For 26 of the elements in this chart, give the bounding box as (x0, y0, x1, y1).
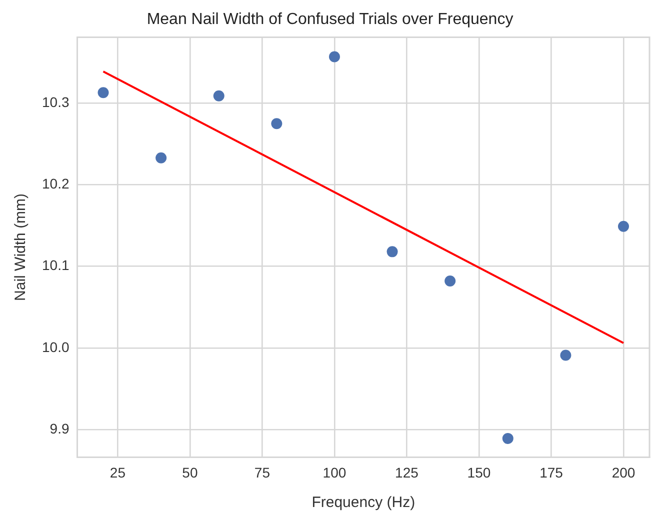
x-axis-title: Frequency (Hz) (312, 494, 416, 512)
point (328, 51, 340, 62)
point (502, 432, 514, 444)
x-tick-label: 100 (322, 464, 346, 480)
point (560, 350, 572, 361)
point (618, 220, 629, 232)
point (98, 87, 109, 98)
point (271, 118, 282, 130)
y-tick-label: 10.0 (42, 338, 70, 355)
point (444, 276, 456, 287)
y-tick-label: 10.3 (42, 94, 70, 110)
x-tick-label: 175 (540, 464, 564, 480)
x-tick-label: 200 (612, 464, 636, 480)
x-tick-label: 150 (467, 464, 491, 480)
chart-title: Mean Nail Width of Confused Trials over Frequency (146, 11, 514, 28)
x-tick-label: 25 (110, 464, 126, 480)
x-tick-label: 125 (395, 464, 419, 480)
y-tick-label: 10.2 (42, 176, 70, 192)
point (386, 246, 398, 258)
point (156, 152, 167, 164)
x-tick-label: 50 (182, 464, 198, 480)
y-tick-label: 10.1 (42, 257, 70, 274)
point (213, 90, 224, 102)
x-tick-label: 75 (254, 464, 270, 480)
y-axis-title: Nail Width (mm) (12, 193, 30, 301)
y-tick-label: 9.9 (50, 420, 70, 436)
